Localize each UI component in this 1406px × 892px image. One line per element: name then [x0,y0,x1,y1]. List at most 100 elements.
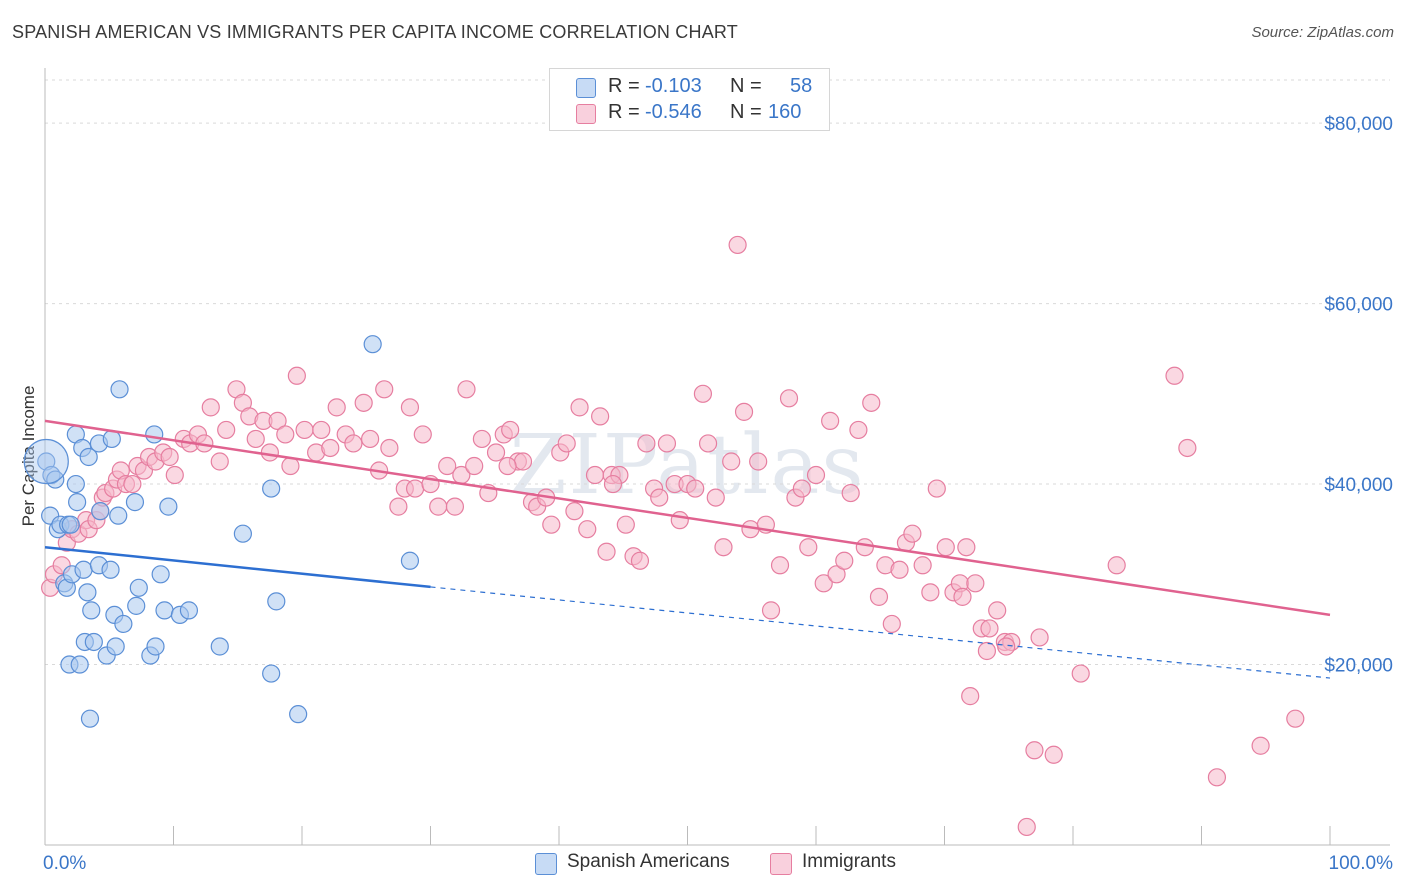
trendline-immigrants [44,419,1331,617]
point-immigrants [498,456,517,476]
point-immigrants [591,407,610,426]
n-label: N = [730,101,762,123]
chart-title: SPANISH AMERICAN VS IMMIGRANTS PER CAPIT… [12,22,738,42]
point-spanish-americans [80,709,100,728]
x-tick-label: 0.0% [43,853,86,874]
point-immigrants [761,601,781,620]
point-immigrants [1025,741,1044,760]
point-immigrants [1030,628,1049,647]
point-immigrants [321,438,340,458]
point-immigrants [706,488,725,507]
point-immigrants [862,393,881,412]
point-immigrants [770,556,790,575]
legend-swatch-blue [576,78,596,98]
point-immigrants [1107,556,1126,575]
point-immigrants [501,420,520,440]
point-immigrants [749,452,768,471]
point-spanish-americans [363,335,382,354]
point-immigrants [1251,736,1270,755]
point-immigrants [806,465,826,485]
point-immigrants [438,456,457,476]
point-immigrants [814,574,833,593]
point-spanish-americans [74,560,93,579]
point-spanish-americans [79,447,98,467]
point-immigrants [903,524,922,543]
point-spanish-americans [127,596,146,615]
point-immigrants [380,438,399,458]
n-value: 160 [768,101,802,123]
point-immigrants [799,538,818,557]
r-label: R = [608,75,640,97]
point-spanish-americans [210,637,229,656]
legend-swatch-blue [535,853,557,875]
point-immigrants [603,474,623,494]
point-spanish-americans [151,565,170,584]
point-spanish-americans [145,425,164,444]
point-spanish-americans [106,637,125,656]
point-immigrants [287,366,306,385]
point-immigrants [1178,438,1197,458]
point-spanish-americans [70,655,89,674]
point-immigrants [312,420,331,440]
point-immigrants [686,479,705,498]
point-spanish-americans [91,502,110,521]
point-spanish-americans [66,474,85,494]
y-tick-label: $40,000 [1324,475,1393,496]
point-immigrants [657,434,677,453]
point-immigrants [123,474,142,494]
legend-label: Immigrants [802,851,896,872]
y-tick-label: $80,000 [1324,114,1393,135]
r-value: -0.546 [645,101,702,123]
trendline-spanish-americans [44,545,431,589]
point-immigrants [869,587,889,606]
point-spanish-americans [114,614,133,634]
point-spanish-americans-large [23,438,69,485]
legend-swatch-pink [576,104,596,124]
point-immigrants [472,429,491,449]
point-spanish-americans [155,601,174,620]
legend-swatch-pink [770,853,792,875]
point-immigrants [849,420,868,440]
point-immigrants [585,465,605,485]
point-immigrants [957,538,976,557]
point-immigrants [714,538,733,557]
point-immigrants [246,429,265,449]
point-immigrants [295,420,314,440]
point-immigrants [1071,664,1090,683]
point-immigrants [361,429,380,449]
point-immigrants [693,384,713,403]
point-immigrants [792,479,811,498]
point-spanish-americans [262,664,281,683]
point-immigrants [616,515,635,534]
trendline-spanish-americans-extension [430,586,1331,679]
point-spanish-americans [46,470,65,489]
point-immigrants [542,515,561,534]
point-immigrants [268,411,287,430]
point-spanish-americans [61,515,80,534]
point-immigrants [779,389,799,408]
point-immigrants [650,488,669,507]
point-immigrants [160,447,179,467]
point-immigrants [354,393,373,412]
point-spanish-americans [110,380,129,399]
point-immigrants [728,235,747,255]
point-immigrants [565,502,584,521]
point-immigrants [961,687,980,706]
point-immigrants [165,465,184,485]
point-spanish-americans [262,479,281,498]
point-immigrants [1286,709,1305,728]
point-immigrants [260,443,279,462]
point-spanish-americans [68,493,87,512]
x-tick-label: 100.0% [1329,853,1394,874]
point-immigrants [327,398,346,417]
point-immigrants [890,560,909,579]
n-value: 58 [790,75,813,97]
correlation-legend: R = -0.103 N = 58 R = -0.546 N = 160 [549,68,830,131]
point-spanish-americans [267,592,286,611]
point-spanish-americans [78,583,97,602]
point-immigrants [276,425,295,444]
point-immigrants [400,398,420,417]
point-immigrants [927,479,946,498]
point-immigrants [827,565,846,584]
